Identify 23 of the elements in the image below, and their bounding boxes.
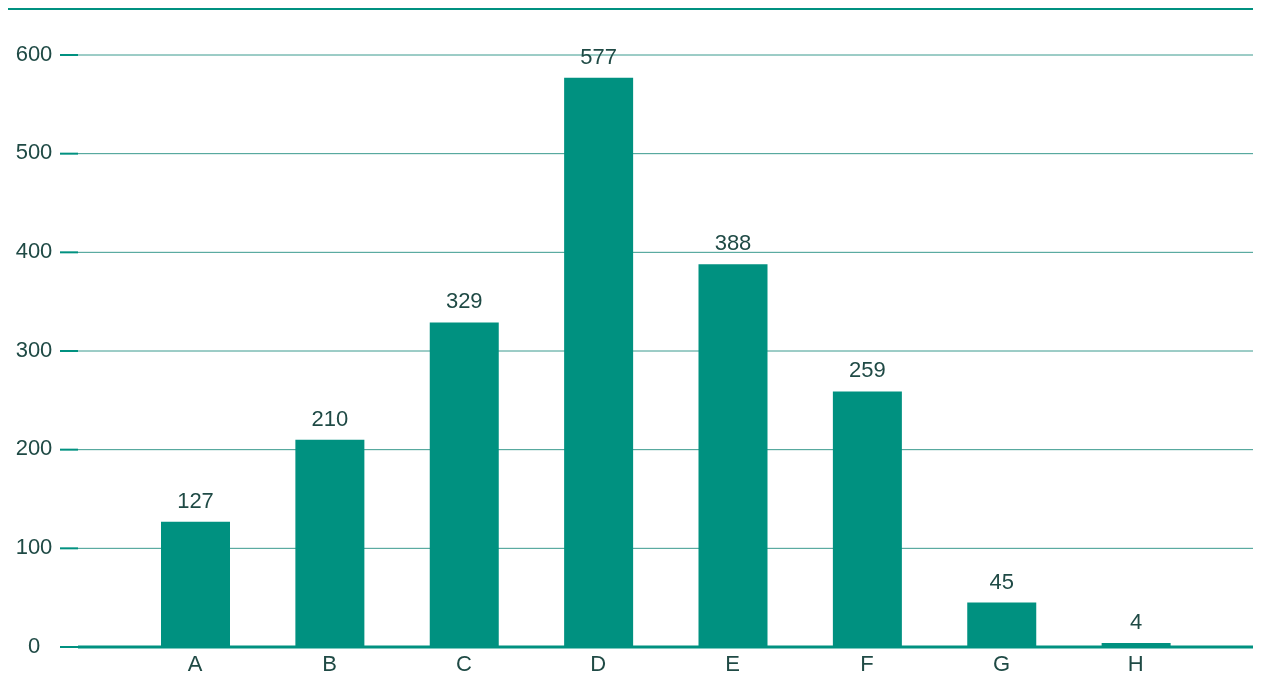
y-tick-label: 600: [15, 40, 53, 66]
x-tick-label: A: [187, 650, 203, 676]
data-label: 259: [849, 357, 886, 383]
y-tick-label: 100: [15, 534, 53, 560]
y-tick-label: 200: [15, 435, 53, 461]
data-label: 329: [445, 288, 483, 314]
data-label: 127: [177, 487, 214, 513]
x-tick-label: G: [992, 650, 1010, 676]
x-tick-label: F: [860, 650, 874, 676]
x-tick-label: D: [590, 650, 607, 676]
data-label: 210: [311, 405, 349, 431]
data-label: 577: [580, 43, 617, 69]
y-tick-label: 300: [15, 336, 53, 362]
x-tick-label: B: [322, 650, 337, 676]
y-tick-label: 0: [27, 632, 41, 658]
x-tick-label: H: [1127, 650, 1144, 676]
x-tick-label: C: [455, 650, 472, 676]
y-tick-label: 500: [15, 139, 53, 165]
data-label: 4: [1130, 609, 1143, 635]
x-tick-label: E: [725, 650, 741, 676]
data-label: 45: [989, 568, 1014, 594]
data-label: 388: [714, 230, 752, 256]
y-tick-label: 400: [15, 238, 53, 264]
